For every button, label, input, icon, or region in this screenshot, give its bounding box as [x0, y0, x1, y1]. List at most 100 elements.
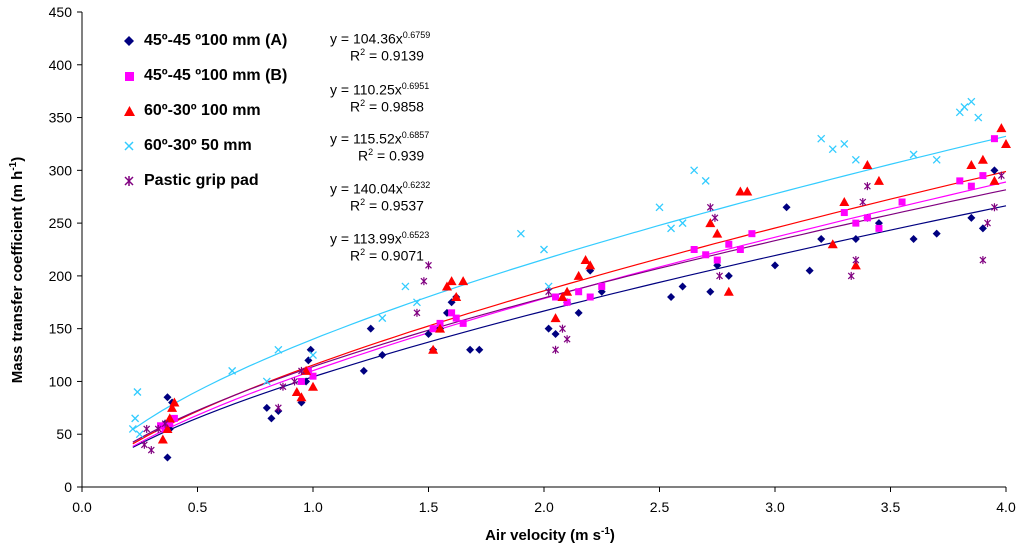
data-point-series-1 — [690, 246, 698, 253]
r2-value: 0.9858 — [381, 98, 424, 115]
x-tick-label: 0.0 — [72, 499, 92, 515]
equation-60-30-50: y = 140.04x0.6232 R2 = 0.9537 — [330, 180, 431, 214]
data-point-series-0 — [851, 234, 860, 243]
axes — [77, 11, 1007, 492]
data-point-series-2 — [585, 260, 596, 270]
data-point-series-3 — [516, 229, 525, 238]
data-point-series-3 — [128, 424, 137, 433]
data-point-series-4 — [711, 213, 719, 222]
data-point-series-1 — [166, 420, 174, 428]
data-point-series-3 — [401, 282, 410, 291]
data-point-series-1 — [436, 319, 444, 327]
y-axis-label-end: ) — [9, 157, 26, 162]
data-point-series-0 — [306, 345, 315, 354]
data-point-series-1 — [459, 319, 467, 327]
equation-text: y = 140.04x — [330, 180, 403, 197]
data-point-series-1 — [586, 293, 594, 301]
data-point-series-3 — [228, 366, 237, 375]
legend-item-60-30-100: 60º-30º 100 mm — [118, 100, 287, 135]
data-point-series-4 — [716, 271, 723, 280]
data-point-series-2 — [827, 239, 838, 249]
data-point-series-0 — [932, 229, 941, 238]
data-point-series-1 — [552, 293, 560, 301]
data-point-series-2 — [458, 276, 469, 286]
fit-line-series-4 — [132, 189, 1007, 443]
equation-a: y = 104.36x0.6759 R2 = 0.9139 — [330, 30, 431, 64]
data-point-series-0 — [359, 366, 368, 375]
data-point-series-1 — [429, 325, 437, 333]
data-point-series-1 — [840, 209, 848, 217]
data-point-series-4 — [559, 324, 566, 333]
data-point-series-3 — [817, 134, 826, 143]
data-point-series-0 — [366, 324, 375, 333]
data-point-series-3 — [678, 219, 687, 228]
data-point-series-1 — [575, 288, 583, 296]
data-point-series-3 — [960, 103, 969, 111]
data-point-series-3 — [540, 245, 548, 254]
data-point-series-1 — [852, 219, 860, 227]
data-point-series-2 — [996, 123, 1007, 133]
data-point-series-2 — [850, 260, 861, 270]
equation-60-30-100: y = 115.52x0.6857 R2 = 0.939 — [330, 130, 430, 164]
data-point-series-2 — [308, 381, 318, 391]
data-point-series-3 — [378, 314, 387, 323]
data-point-series-1 — [863, 214, 871, 222]
x-tick-label: 2.5 — [650, 499, 670, 515]
data-point-series-3 — [840, 139, 849, 148]
x-tick-label: 1.5 — [419, 499, 439, 515]
data-point-series-1 — [448, 309, 456, 317]
x-axis-label-end: ) — [610, 527, 615, 544]
fit-line-series-1 — [132, 181, 1007, 447]
data-point-series-2 — [735, 186, 746, 196]
equation-exponent: 0.6232 — [402, 180, 431, 190]
legend-label: 60º-30º 50 mm — [144, 137, 252, 154]
data-point-series-3 — [690, 166, 699, 175]
data-point-series-3 — [667, 224, 676, 233]
data-point-series-1 — [875, 224, 883, 232]
r2-value: 0.9071 — [381, 247, 424, 264]
data-point-series-3 — [828, 145, 837, 154]
data-point-series-4 — [545, 287, 553, 296]
data-point-series-3 — [135, 430, 144, 439]
data-point-series-1 — [598, 282, 606, 290]
legend-label: 60º-30º 100 mm — [144, 102, 261, 119]
data-point-series-4 — [852, 256, 860, 265]
data-point-series-0 — [706, 287, 715, 296]
y-tick-label: 400 — [49, 57, 73, 73]
data-point-series-2 — [451, 292, 462, 301]
data-point-series-1 — [979, 172, 987, 180]
r2-value: 0.9537 — [381, 197, 424, 214]
square-marker-icon — [118, 65, 140, 87]
y-tick-label: 50 — [56, 426, 72, 442]
data-point-series-0 — [544, 324, 553, 333]
x-tick-label: 3.5 — [881, 499, 901, 515]
equation-b: y = 110.25x0.6951 R2 = 0.9858 — [330, 81, 430, 115]
data-point-series-3 — [309, 351, 317, 360]
data-point-series-2 — [742, 186, 753, 196]
data-point-series-3 — [909, 150, 918, 159]
y-tick-label: 250 — [49, 215, 73, 231]
data-point-series-2 — [839, 197, 850, 206]
legend-label: 45º-45 º100 mm (B) — [144, 67, 288, 84]
r2-value: 0.939 — [389, 147, 425, 164]
data-point-series-3 — [851, 155, 860, 164]
data-point-series-2 — [428, 344, 439, 354]
data-point-series-2 — [296, 392, 307, 402]
data-point-series-2 — [966, 160, 977, 170]
r2-value: 0.9139 — [381, 47, 424, 64]
data-point-series-4 — [984, 219, 991, 228]
data-point-series-4 — [997, 171, 1005, 180]
y-axis-label-sup: -1 — [8, 161, 19, 170]
data-point-series-0 — [909, 234, 918, 243]
cross-marker-icon — [118, 135, 140, 157]
data-point-series-0 — [782, 203, 791, 212]
data-point-series-2 — [977, 154, 988, 164]
data-point-series-4 — [291, 377, 298, 386]
data-point-series-1 — [702, 251, 710, 259]
data-point-series-0 — [990, 166, 999, 175]
legend-item-grip-pad: Pastic grip pad — [118, 170, 287, 205]
y-tick-label: 350 — [49, 110, 73, 126]
data-point-series-1 — [170, 414, 178, 422]
equation-text: y = 104.36x — [330, 30, 403, 47]
data-point-series-4 — [706, 203, 714, 212]
